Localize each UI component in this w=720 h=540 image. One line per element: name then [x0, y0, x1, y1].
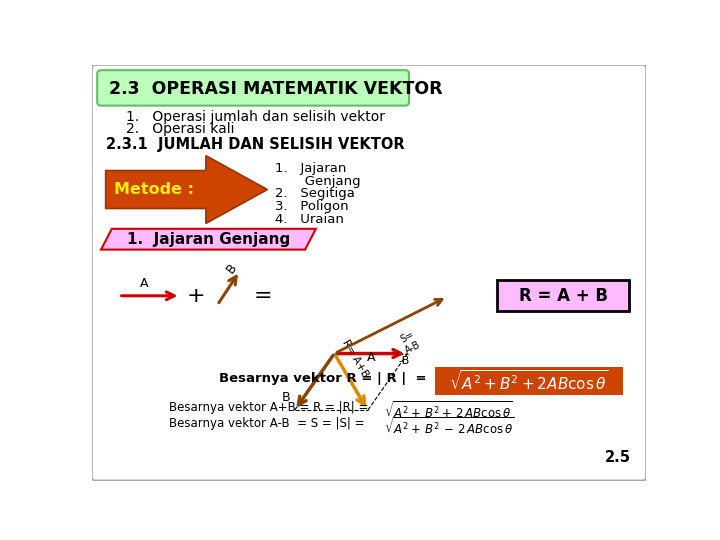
Text: Metode :: Metode : — [114, 182, 194, 197]
Text: B: B — [224, 261, 240, 276]
Text: 2.5: 2.5 — [605, 450, 631, 465]
FancyBboxPatch shape — [97, 70, 409, 106]
Text: 2.   Segitiga: 2. Segitiga — [275, 187, 355, 200]
Text: $\sqrt{A^2 + B^2 + 2AB\cos\theta}$: $\sqrt{A^2 + B^2 + 2AB\cos\theta}$ — [449, 369, 609, 393]
FancyBboxPatch shape — [497, 280, 629, 311]
Text: R = A + B: R = A + B — [518, 287, 608, 305]
Text: 2.   Operasi kali: 2. Operasi kali — [127, 123, 235, 137]
Text: S=
A-B: S= A-B — [398, 329, 423, 356]
Text: 1.   Operasi jumlah dan selisih vektor: 1. Operasi jumlah dan selisih vektor — [127, 110, 385, 124]
Text: Besarnya vektor A+B = R = |R| =: Besarnya vektor A+B = R = |R| = — [168, 401, 372, 414]
Polygon shape — [101, 229, 316, 249]
Text: Genjang: Genjang — [275, 174, 361, 187]
Text: Besarnya vektor A-B  = S = |S| =: Besarnya vektor A-B = S = |S| = — [168, 417, 368, 430]
Text: 1.   Jajaran: 1. Jajaran — [275, 162, 346, 175]
Text: A: A — [140, 278, 148, 291]
FancyBboxPatch shape — [92, 65, 647, 481]
Text: -B: -B — [398, 356, 409, 366]
FancyBboxPatch shape — [435, 367, 623, 395]
Text: =: = — [253, 286, 272, 306]
Text: Besarnya vektor R = | R |  =: Besarnya vektor R = | R | = — [219, 373, 426, 386]
Text: $\sqrt{A^{2}+\,B^{2}+\,2\,AB\cos\theta}$: $\sqrt{A^{2}+\,B^{2}+\,2\,AB\cos\theta}$ — [384, 401, 513, 422]
Text: 3.   Poligon: 3. Poligon — [275, 200, 348, 213]
Text: 4.   Uraian: 4. Uraian — [275, 213, 344, 226]
Text: 2.3.1  JUMLAH DAN SELISIH VEKTOR: 2.3.1 JUMLAH DAN SELISIH VEKTOR — [106, 137, 405, 152]
Text: 1.  Jajaran Genjang: 1. Jajaran Genjang — [127, 232, 290, 247]
Text: R= A+B: R= A+B — [341, 338, 371, 379]
Text: 2.3  OPERASI MATEMATIK VEKTOR: 2.3 OPERASI MATEMATIK VEKTOR — [109, 80, 442, 98]
Text: +: + — [186, 286, 205, 306]
Text: A: A — [366, 351, 375, 364]
Text: $\sqrt{A^{2}+\,B^{2}\,-\,2\,AB\cos\theta}$: $\sqrt{A^{2}+\,B^{2}\,-\,2\,AB\cos\theta… — [384, 417, 516, 438]
Polygon shape — [106, 156, 267, 224]
Text: B: B — [282, 391, 291, 404]
